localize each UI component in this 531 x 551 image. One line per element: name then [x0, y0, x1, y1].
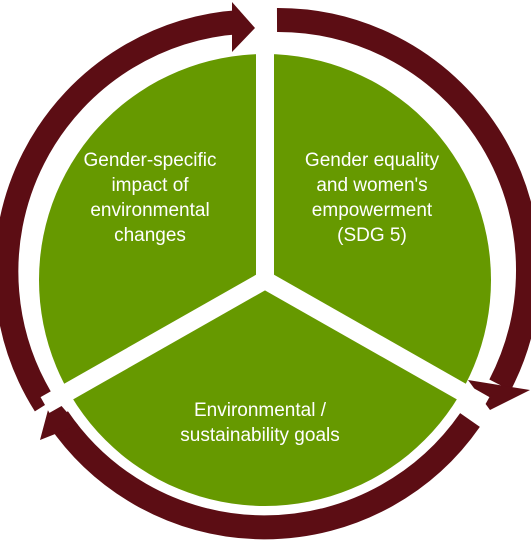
segment-label-environmental-goals: Environmental / sustainability goals	[180, 400, 340, 446]
arrow-ring-bottom	[48, 411, 480, 540]
arrow-ring-left	[0, 10, 241, 412]
arrow-ring-right	[276, 7, 531, 391]
arrow-head-right	[468, 380, 530, 410]
segment-label-gender-impact: Gender-specific impact of environmental …	[83, 150, 217, 246]
segment-label-gender-equality: Gender equality and women's empowerment …	[304, 150, 440, 246]
segment-separators	[40, 30, 490, 413]
arrow-head-left	[232, 2, 255, 52]
cycle-arrows	[0, 2, 531, 540]
